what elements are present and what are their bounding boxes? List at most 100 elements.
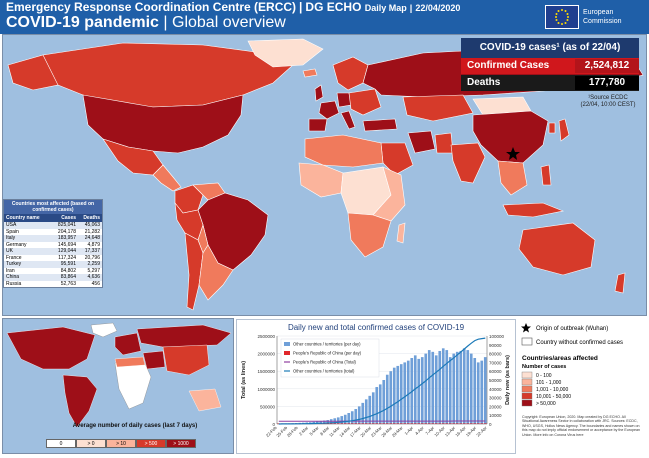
country-new-zealand[interactable]: [615, 273, 625, 293]
class-swatch: [522, 386, 532, 392]
bar-other-per-day: [393, 368, 396, 424]
country-france[interactable]: [319, 101, 339, 119]
y-left-tick-label: 2000000: [257, 352, 275, 357]
credits-text: Copyright: European Union, 2020. Map cre…: [522, 415, 642, 437]
no-case-label: Country without confirmed cases: [536, 340, 623, 346]
inset-north-africa[interactable]: [115, 357, 145, 367]
chart-legend-label: People's Republic of China (Total): [293, 360, 357, 365]
inset-europe[interactable]: [115, 333, 141, 355]
inset-north-america[interactable]: [7, 327, 95, 369]
inset-russia[interactable]: [137, 325, 231, 347]
page-title: COVID-19 pandemic | Global overview: [6, 14, 286, 32]
country-pakistan[interactable]: [435, 133, 453, 153]
inset-south-america[interactable]: [63, 375, 97, 427]
country-turkey[interactable]: [363, 119, 397, 131]
bar-other-per-day: [386, 375, 389, 424]
country-scandinavia[interactable]: [333, 57, 368, 90]
y-left-tick-label: 500000: [260, 404, 276, 409]
daily-legend-swatch: 0: [46, 439, 76, 448]
bar-other-per-day: [347, 413, 350, 424]
country-iceland[interactable]: [303, 69, 317, 77]
bar-china-per-day: [421, 423, 424, 424]
dept-name: DG ECHO: [305, 0, 361, 14]
bar-china-per-day: [445, 423, 448, 424]
country-southern-africa[interactable]: [348, 213, 391, 257]
bar-china-per-day: [456, 423, 459, 424]
class-label: 0 - 100: [536, 373, 552, 379]
bar-china-per-day: [480, 423, 483, 424]
y-right-tick-label: 50000: [489, 378, 502, 383]
y-right-tick-label: 20000: [489, 404, 502, 409]
bar-china-per-day: [372, 423, 375, 424]
chart-legend-swatch: [284, 351, 290, 355]
country-japan[interactable]: [559, 119, 569, 141]
bar-other-per-day: [344, 415, 347, 424]
source-note: ¹Source ECDC (22/04, 10:00 CEST): [573, 95, 643, 109]
bar-other-per-day: [372, 392, 375, 424]
daily-legend-swatch: > 10: [106, 439, 136, 448]
y-right-tick-label: 100000: [489, 334, 505, 339]
inset-middle-east[interactable]: [143, 351, 165, 369]
class-label: 10,001 - 50,000: [536, 394, 571, 400]
x-tick-label: 1-Apr: [403, 425, 414, 436]
header-line-1: Emergency Response Coordination Centre (…: [6, 0, 460, 14]
legend-title: Countries/areas affected: [522, 355, 598, 362]
bar-china-per-day: [368, 423, 371, 424]
bar-other-per-day: [351, 411, 354, 424]
country-madagascar[interactable]: [397, 223, 405, 243]
bar-china-per-day: [330, 423, 333, 424]
chart-legend-label: Other countries / territories (per day): [293, 342, 361, 347]
bar-china-per-day: [452, 423, 455, 424]
inset-australia[interactable]: [189, 389, 221, 411]
summary-title: COVID-19 cases¹ (as of 22/04): [461, 38, 639, 58]
bar-other-per-day: [463, 348, 466, 424]
inset-asia[interactable]: [163, 345, 209, 375]
daily-cases-chart[interactable]: Daily new and total confirmed cases of C…: [236, 319, 516, 454]
country-korea[interactable]: [549, 123, 555, 133]
bar-other-per-day: [417, 359, 420, 424]
country-india[interactable]: [451, 143, 485, 183]
country-kazakhstan[interactable]: [403, 95, 473, 121]
summary-box: COVID-19 cases¹ (as of 22/04) Confirmed …: [461, 38, 639, 94]
country-west-africa[interactable]: [299, 163, 343, 197]
bar-china-per-day: [358, 423, 361, 424]
x-tick-label: 29-Mar: [391, 425, 404, 438]
bar-other-per-day: [396, 366, 399, 424]
country-italy[interactable]: [341, 111, 355, 129]
country-philippines[interactable]: [541, 165, 551, 185]
country-north-africa[interactable]: [305, 135, 383, 167]
bar-other-per-day: [445, 350, 448, 424]
bar-china-per-day: [382, 423, 385, 424]
country-uk[interactable]: [315, 85, 323, 101]
country-germany[interactable]: [337, 93, 351, 107]
bar-china-per-day: [351, 423, 354, 424]
bar-other-per-day: [379, 384, 382, 424]
bar-other-per-day: [375, 387, 378, 424]
country-australia[interactable]: [519, 223, 595, 275]
x-tick-label: 22-Apr: [475, 425, 488, 438]
bar-china-per-day: [477, 423, 480, 424]
country-southeast-asia[interactable]: [498, 161, 527, 195]
title-text: COVID-19 pandemic: [6, 14, 159, 31]
bar-china-per-day: [424, 423, 427, 424]
subtitle-text: Global overview: [172, 14, 286, 31]
bar-china-per-day: [428, 423, 431, 424]
class-swatch: [522, 379, 532, 385]
map-type: Daily Map: [365, 3, 407, 13]
bar-other-per-day: [365, 399, 368, 424]
table-header-cell: Cases: [50, 214, 76, 222]
origin-label: Origin of outbreak (Wuhan): [536, 326, 608, 332]
daily-legend-title: Average number of daily cases (last 7 da…: [40, 423, 230, 429]
country-iran[interactable]: [408, 131, 435, 153]
bar-china-per-day: [389, 423, 392, 424]
y-left-axis-label: Total (as lines): [241, 361, 247, 399]
bar-other-per-day: [368, 396, 371, 424]
country-spain[interactable]: [309, 119, 327, 131]
bar-other-per-day: [435, 355, 438, 424]
country-eastern-europe[interactable]: [349, 89, 381, 115]
x-tick-label: 2-Mar: [298, 425, 310, 437]
country-indonesia[interactable]: [503, 203, 563, 217]
separator: |: [163, 14, 167, 31]
